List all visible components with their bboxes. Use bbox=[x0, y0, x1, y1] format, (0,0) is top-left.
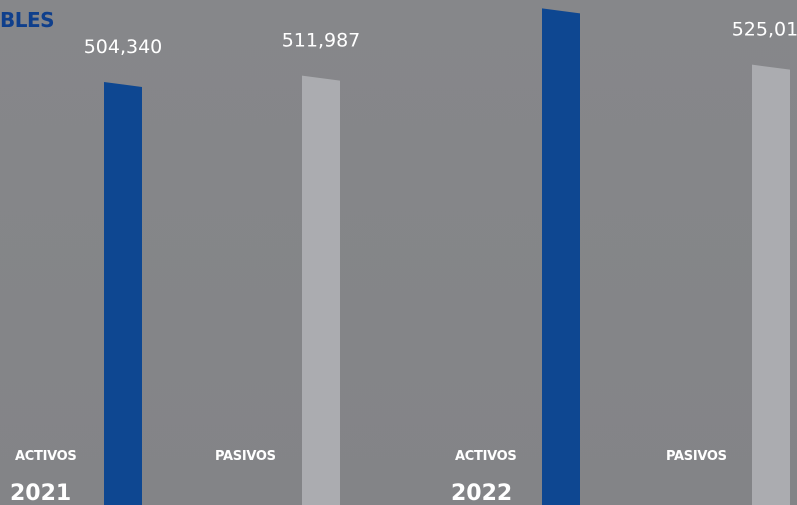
category-label-pasivos-2021: PASIVOS bbox=[215, 449, 276, 464]
chart-title: BLES bbox=[0, 8, 55, 32]
value-label-pasivos-2022: 525,015 bbox=[732, 19, 797, 41]
year-label-2022: 2022 bbox=[451, 481, 512, 505]
bar-pasivos-2022 bbox=[752, 64, 790, 505]
value-label-pasivos-2021: 511,987 bbox=[282, 30, 361, 52]
year-label-2021: 2021 bbox=[10, 481, 71, 505]
category-label-activos-2021: ACTIVOS bbox=[15, 449, 76, 464]
category-label-pasivos-2022: PASIVOS bbox=[666, 449, 727, 464]
category-label-activos-2022: ACTIVOS bbox=[455, 449, 516, 464]
value-label-activos-2021: 504,340 bbox=[84, 36, 163, 58]
bar-pasivos-2021 bbox=[302, 75, 340, 505]
bar-activos-2022 bbox=[542, 8, 580, 505]
bar-activos-2021 bbox=[104, 82, 142, 505]
